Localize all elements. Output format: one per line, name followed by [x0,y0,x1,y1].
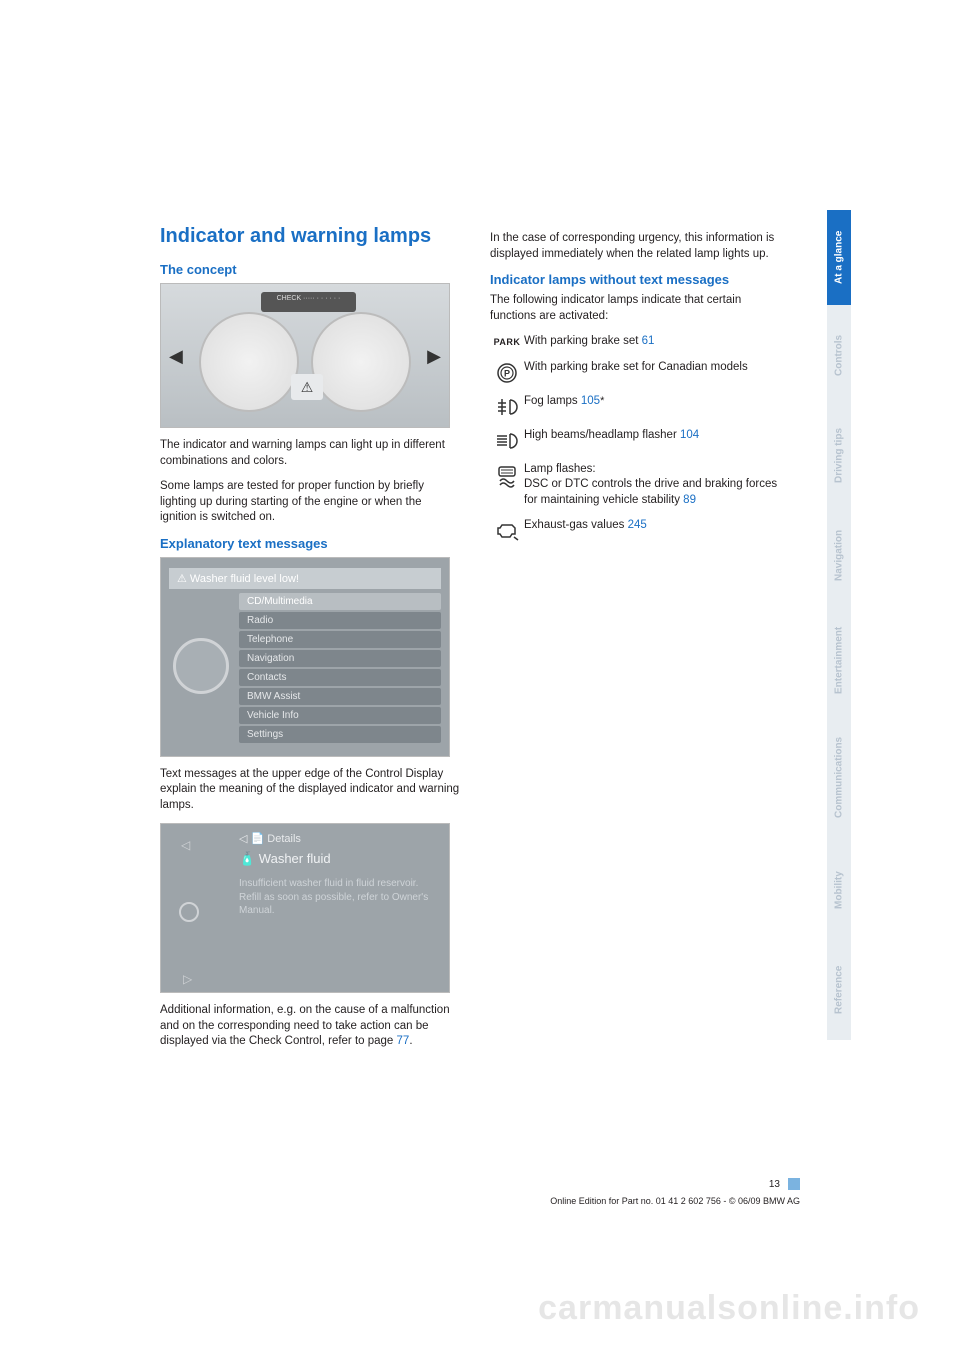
left-arrow-icon: ◀ [169,346,183,367]
menu-item: Settings [239,726,441,743]
menu-item: Radio [239,612,441,629]
lamp-row: PARKWith parking brake set 61 [490,334,790,350]
exhaust-icon [490,518,524,542]
lamp-text: High beams/headlamp flasher 104 [524,428,790,444]
lamp-row: Fog lamps 105* [490,394,790,418]
highbeam-icon [490,428,524,452]
content-area: Indicator and warning lamps The concept … [160,225,800,1060]
page-ref[interactable]: 104 [680,429,699,441]
menu-item: Vehicle Info [239,707,441,724]
menu-item: Navigation [239,650,441,667]
footer: 13 Online Edition for Part no. 01 41 2 6… [160,1177,800,1206]
lamp-text: Fog lamps 105* [524,394,790,410]
watermark: carmanualsonline.info [538,1289,920,1328]
indicator-lamps-heading: Indicator lamps without text messages [490,272,790,287]
idrive-dial-icon [173,638,229,694]
concept-para-1: The indicator and warning lamps can ligh… [160,438,460,469]
menu-item: CD/Multimedia [239,593,441,610]
lamp-row: Lamp flashes:DSC or DTC controls the dri… [490,462,790,509]
right-gauge [311,312,411,412]
tab-communications[interactable]: Communications [827,715,851,840]
lamp-row: P With parking brake set for Canadian mod… [490,360,790,384]
cluster-top-display: CHECK ····· · · · · · · [261,292,356,312]
lamp-text: With parking brake set for Canadian mode… [524,360,790,376]
detail-body: Insufficient washer fluid in fluid reser… [239,877,441,918]
page-ref[interactable]: 89 [683,494,696,506]
lamp-text: Exhaust-gas values 245 [524,518,790,534]
footer-line: Online Edition for Part no. 01 41 2 602 … [160,1196,800,1206]
control-display-detail-figure: ◁ ▷ ◁ 📄 Details 🧴 Washer fluid Insuffici… [160,823,450,993]
instrument-cluster-figure: ◀ ▶ CHECK ····· · · · · · · ⚠ [160,283,450,428]
nav-back-icon: ◁ [181,838,190,852]
PARK-icon: PARK [490,334,524,348]
P-circle-icon: P [490,360,524,384]
tab-controls[interactable]: Controls [827,305,851,405]
menu-items-list: CD/Multimedia Radio Telephone Navigation Con… [239,593,441,745]
tab-at-a-glance[interactable]: At a glance [827,210,851,305]
page: Indicator and warning lamps The concept … [0,0,960,1358]
fog-icon [490,394,524,418]
detail-header: 🧴 Washer fluid [239,851,441,867]
page-ref-77[interactable]: 77 [397,1035,410,1047]
detail-right-panel: ◁ 📄 Details 🧴 Washer fluid Insufficient … [239,832,441,984]
menu-item: BMW Assist [239,688,441,705]
tab-navigation[interactable]: Navigation [827,505,851,605]
lamp-text: Lamp flashes:DSC or DTC controls the dri… [524,462,790,509]
menu-warning-header: ⚠ Washer fluid level low! [169,568,441,589]
page-number: 13 [765,1177,784,1192]
warning-badge-icon: ⚠ [291,374,323,400]
lamp-row: Exhaust-gas values 245 [490,518,790,542]
left-column: Indicator and warning lamps The concept … [160,225,460,1060]
tab-driving-tips[interactable]: Driving tips [827,405,851,505]
side-tabs: At a glanceControlsDriving tipsNavigatio… [827,210,851,1040]
tab-entertainment[interactable]: Entertainment [827,605,851,715]
concept-heading: The concept [160,262,460,277]
indicator-lamps-para: The following indicator lamps indicate t… [490,293,790,324]
svg-text:P: P [504,368,510,378]
right-arrow-icon: ▶ [427,346,441,367]
page-ref[interactable]: 245 [628,519,647,531]
page-ref[interactable]: 61 [642,335,655,347]
concept-para-2: Some lamps are tested for proper functio… [160,479,460,526]
explanatory-para-2: Additional information, e.g. on the caus… [160,1003,460,1050]
lamp-text: With parking brake set 61 [524,334,790,350]
menu-item: Telephone [239,631,441,648]
dsc-icon [490,462,524,490]
nav-forward-icon: ▷ [183,972,192,986]
left-gauge [199,312,299,412]
tab-mobility[interactable]: Mobility [827,840,851,940]
footnote-star-icon: * [600,395,604,407]
lamps-list: PARKWith parking brake set 61 P With parki… [490,334,790,542]
menu-body: CD/Multimedia Radio Telephone Navigation Con… [169,593,441,745]
page-ref[interactable]: 105 [581,395,600,407]
right-column: In the case of corresponding urgency, th… [490,225,790,1060]
control-display-menu-figure: ⚠ Washer fluid level low! CD/Multimedia R… [160,557,450,757]
detail-left-nav: ◁ ▷ [169,832,239,984]
idrive-knob-icon [179,902,199,922]
page-title: Indicator and warning lamps [160,225,460,248]
page-number-bar [788,1178,800,1190]
right-intro: In the case of corresponding urgency, th… [490,231,790,262]
explanatory-heading: Explanatory text messages [160,536,460,551]
lamp-row: High beams/headlamp flasher 104 [490,428,790,452]
tab-reference[interactable]: Reference [827,940,851,1040]
para2-text-b: . [409,1035,412,1047]
explanatory-para-1: Text messages at the upper edge of the C… [160,767,460,814]
detail-caption: ◁ 📄 Details [239,832,441,845]
menu-dial [169,593,239,743]
menu-item: Contacts [239,669,441,686]
